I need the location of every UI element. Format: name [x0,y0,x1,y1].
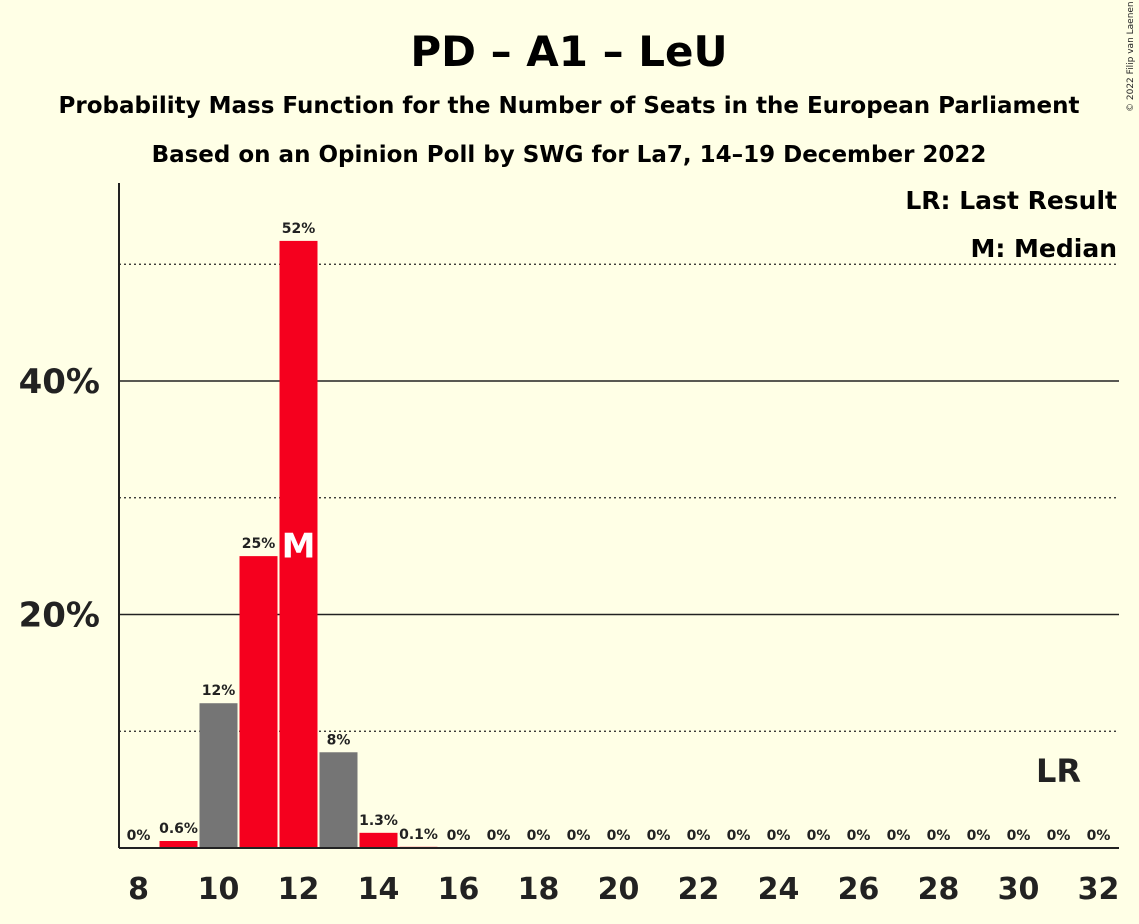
bar-label-seat-25: 0% [807,828,831,844]
last-result-marker: LR [1036,752,1081,790]
bar-seat-10 [199,703,238,848]
copyright-text: © 2022 Filip van Laenen [1126,1,1136,112]
legend-median: M: Median [970,234,1117,263]
bar-label-seat-32: 0% [1087,828,1111,844]
bar-seat-11 [239,556,278,848]
bar-label-seat-22: 0% [687,828,711,844]
legend-last-result: LR: Last Result [905,186,1117,215]
markers: M LR [282,526,1081,790]
bar-seat-9 [159,840,198,848]
bar-label-seat-28: 0% [927,828,951,844]
bar-label-seat-20: 0% [607,828,631,844]
x-tick-label-20: 20 [598,872,640,907]
bar-label-seat-26: 0% [847,828,871,844]
x-tick-label-26: 26 [838,872,880,907]
bar-label-seat-10: 12% [202,683,236,699]
chart-subtitle-2: Based on an Opinion Poll by SWG for La7,… [152,142,987,168]
x-tick-label-30: 30 [998,872,1040,907]
bar-label-seat-14: 1.3% [359,813,398,829]
bar-label-seat-29: 0% [967,828,991,844]
y-tick-label-20: 20% [19,596,100,636]
bar-label-seat-16: 0% [447,828,471,844]
bar-label-seat-11: 25% [242,536,276,552]
x-tick-label-14: 14 [358,872,400,907]
x-tick-label-32: 32 [1078,872,1120,907]
bar-label-seat-15: 0.1% [399,827,438,843]
bar-label-seat-30: 0% [1007,828,1031,844]
bar-label-seat-17: 0% [487,828,511,844]
chart-subtitle-1: Probability Mass Function for the Number… [59,93,1080,119]
bar-seat-14 [359,832,398,848]
bar-label-seat-8: 0% [127,828,151,844]
bar-label-seat-12: 52% [282,221,316,237]
median-marker: M [282,526,316,566]
x-tick-label-28: 28 [918,872,960,907]
bar-label-seat-21: 0% [647,828,671,844]
bar-label-seat-27: 0% [887,828,911,844]
bar-labels: 0% 0.6% 12% 25% 52% 8% 1.3%0.1% 0% 0% 0% 0% 0% 0% 0% 0… [127,221,1111,844]
x-tick-label-10: 10 [198,872,240,907]
y-tick-label-40: 40% [19,362,100,402]
bar-label-seat-19: 0% [567,828,591,844]
x-tick-label-16: 16 [438,872,480,907]
bar-label-seat-24: 0% [767,828,791,844]
bars [159,240,438,848]
x-tick-label-22: 22 [678,872,720,907]
bar-label-seat-18: 0% [527,828,551,844]
bar-label-seat-23: 0% [727,828,751,844]
x-tick-label-12: 12 [278,872,320,907]
bar-label-seat-9: 0.6% [159,821,198,837]
x-tick-label-8: 8 [128,872,149,907]
x-tick-label-24: 24 [758,872,800,907]
bar-seat-13 [319,752,358,848]
x-tick-label-18: 18 [518,872,560,907]
bar-label-seat-31: 0% [1047,828,1071,844]
y-tick-labels: 20% 40% [19,362,100,636]
chart-title: PD – A1 – LeU [410,27,727,76]
x-tick-labels: 8 10 12 14 16 18 20 22 24 26 28 30 32 [128,872,1119,907]
bar-seat-12 [279,240,318,848]
bar-label-seat-13: 8% [327,732,351,748]
